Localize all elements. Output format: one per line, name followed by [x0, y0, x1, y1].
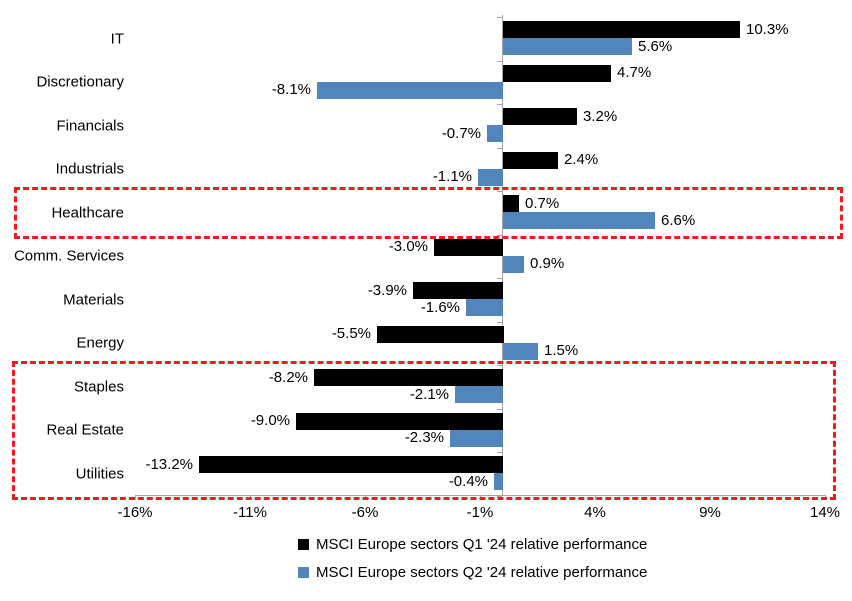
bar-q1: [503, 152, 558, 169]
x-axis-tick-label: 14%: [809, 504, 841, 521]
bar-q2: [503, 343, 538, 360]
category-label: Discretionary: [36, 73, 124, 91]
bar-q1: [314, 369, 503, 386]
value-label-q1: 10.3%: [746, 21, 789, 38]
value-label-q1: 0.7%: [525, 195, 560, 212]
x-axis-tick-label: -6%: [351, 504, 379, 521]
value-label-q1: -3.9%: [367, 282, 407, 299]
bar-q1: [503, 108, 577, 125]
legend-label-q2: MSCI Europe sectors Q2 '24 relative perf…: [316, 563, 648, 581]
category-label: Comm. Services: [13, 247, 124, 265]
y-axis-tick: [497, 235, 502, 236]
x-axis-tick-label: -11%: [233, 504, 267, 521]
y-axis-tick: [497, 148, 502, 149]
legend-label-q1: MSCI Europe sectors Q1 '24 relative perf…: [316, 535, 648, 553]
bar-q2: [455, 386, 503, 403]
legend-item-q1: MSCI Europe sectors Q1 '24 relative perf…: [298, 535, 647, 553]
y-axis-tick: [497, 452, 502, 453]
value-label-q2: -1.1%: [432, 168, 472, 185]
legend-item-q2: MSCI Europe sectors Q2 '24 relative perf…: [298, 563, 647, 581]
highlight-box: [12, 361, 836, 500]
category-label: IT: [110, 30, 124, 48]
category-label: Industrials: [55, 160, 124, 178]
category-label: Materials: [63, 291, 124, 309]
y-axis-tick: [497, 104, 502, 105]
category-label: Healthcare: [51, 204, 124, 222]
value-label-q2: 1.5%: [544, 342, 579, 359]
value-label-q2: -2.3%: [404, 429, 444, 446]
bar-q1: [434, 239, 503, 256]
value-label-q2: -0.7%: [441, 125, 481, 142]
value-label-q1: -13.2%: [145, 456, 193, 473]
bar-q2: [503, 212, 655, 229]
bar-q2: [503, 38, 632, 55]
value-label-q2: 6.6%: [661, 212, 696, 229]
x-axis-tick-label: 9%: [699, 504, 721, 521]
y-axis-tick: [497, 409, 502, 410]
value-label-q1: -5.5%: [331, 325, 371, 342]
x-axis-tick-label: -16%: [117, 504, 153, 521]
bar-q1: [413, 282, 503, 299]
bar-q1: [503, 65, 611, 82]
y-axis-tick: [497, 278, 502, 279]
bar-q1: [503, 21, 740, 38]
x-axis-tick-label: -1%: [466, 504, 494, 521]
value-label-q2: -1.6%: [420, 299, 460, 316]
value-label-q2: 0.9%: [530, 255, 565, 272]
category-label: Energy: [76, 334, 124, 352]
bar-q2: [317, 82, 503, 99]
y-axis-tick: [497, 365, 502, 366]
highlight-box: [14, 187, 843, 239]
y-axis-tick: [497, 496, 502, 497]
value-label-q1: -8.2%: [268, 369, 308, 386]
value-label-q1: -9.0%: [250, 412, 290, 429]
y-axis-tick: [497, 322, 502, 323]
y-axis-tick: [497, 191, 502, 192]
bar-q1: [377, 326, 504, 343]
x-axis-tick-label: 4%: [584, 504, 606, 521]
value-label-q1: -3.0%: [388, 238, 428, 255]
bar-q2: [466, 299, 503, 316]
value-label-q2: -8.1%: [271, 81, 311, 98]
value-label-q1: 3.2%: [583, 108, 618, 125]
legend-swatch-q2: [298, 566, 309, 578]
category-label: Staples: [73, 378, 124, 396]
category-label: Utilities: [75, 465, 124, 483]
legend-swatch-q1: [298, 538, 309, 550]
bar-q2: [503, 256, 524, 273]
bar-q2: [450, 430, 503, 447]
value-label-q2: -0.4%: [448, 473, 488, 490]
value-label-q2: -2.1%: [409, 386, 449, 403]
bar-q2: [487, 125, 503, 142]
y-axis-tick: [497, 61, 502, 62]
value-label-q1: 2.4%: [564, 151, 599, 168]
category-label: Financials: [56, 117, 124, 135]
value-label-q2: 5.6%: [638, 38, 673, 55]
value-label-q1: 4.7%: [617, 64, 652, 81]
bar-q1: [296, 413, 503, 430]
bar-q2: [494, 473, 503, 490]
bar-q1: [503, 195, 519, 212]
y-axis-tick: [497, 17, 502, 18]
category-label: Real Estate: [46, 421, 124, 439]
bar-q1: [199, 456, 503, 473]
bar-q2: [478, 169, 503, 186]
